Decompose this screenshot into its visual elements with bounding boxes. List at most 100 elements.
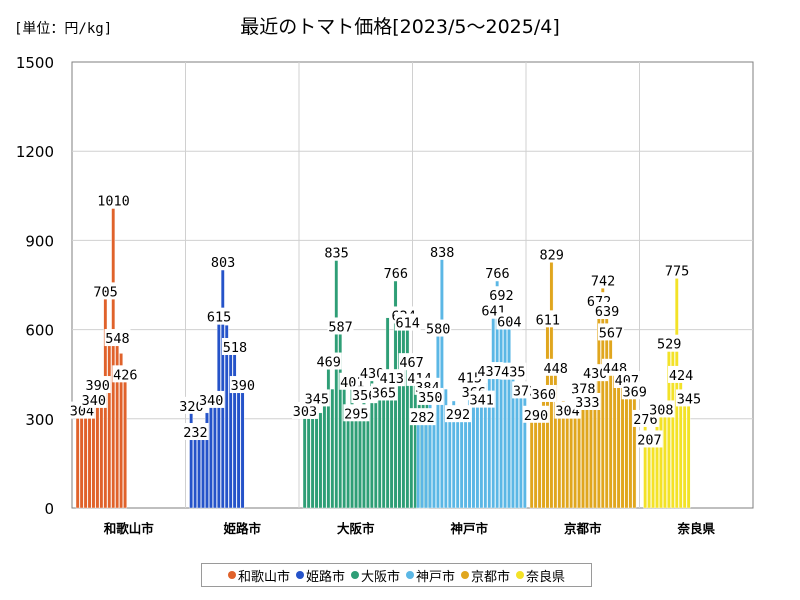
bar	[377, 394, 382, 509]
data-label-text: 580	[426, 322, 450, 338]
data-label-text: 467	[399, 355, 423, 371]
legend-item: 姫路市	[295, 566, 345, 585]
data-label: 340	[198, 390, 225, 409]
data-label-bg	[343, 404, 370, 422]
data-label: 282	[409, 408, 436, 426]
data-label-text: 340	[82, 393, 106, 409]
bar	[401, 322, 406, 509]
bar	[620, 382, 625, 509]
data-label: 350	[417, 387, 444, 406]
data-label-text: 340	[199, 393, 223, 409]
bar	[471, 398, 476, 509]
bar	[515, 388, 519, 509]
bar	[616, 376, 621, 509]
data-label-bg	[96, 191, 131, 209]
bar	[459, 415, 464, 509]
data-label-bg	[429, 242, 456, 260]
bar	[111, 207, 116, 509]
data-label-text: 639	[595, 304, 619, 320]
bar	[389, 385, 394, 509]
bar	[358, 418, 362, 509]
data-label: 345	[303, 389, 330, 407]
bar	[79, 417, 84, 509]
x-category-label: 神戸市	[450, 521, 488, 536]
data-label-text: 529	[657, 337, 681, 353]
data-label: 1010	[96, 191, 131, 210]
data-label-text: 333	[575, 395, 599, 411]
bar	[499, 302, 504, 509]
data-label: 803	[210, 253, 237, 271]
bar	[420, 423, 425, 509]
data-label-text: 390	[86, 378, 110, 394]
data-label-text: 415	[458, 371, 482, 387]
bar	[91, 406, 96, 509]
legend-label: 奈良県	[526, 569, 566, 585]
data-label-bg	[488, 286, 515, 304]
data-label-bg	[496, 312, 523, 330]
bar	[75, 412, 80, 509]
data-label-bg	[570, 379, 597, 397]
data-label: 356	[351, 386, 378, 404]
data-label-bg	[351, 386, 378, 404]
data-label-text: 766	[384, 266, 408, 282]
bar	[334, 259, 339, 509]
data-label-text: 614	[395, 316, 419, 332]
data-label-bg	[542, 358, 569, 376]
data-label: 615	[206, 307, 233, 326]
data-label-text: 518	[223, 340, 247, 356]
data-label: 333	[574, 392, 601, 411]
bar	[507, 328, 511, 509]
data-label: 548	[104, 329, 131, 347]
chart-title: 最近のトマト価格[2023/5～2025/4]	[240, 16, 560, 38]
x-category-label: 京都市	[564, 521, 602, 536]
data-label: 614	[394, 313, 421, 332]
data-label-bg	[178, 396, 205, 414]
data-label-text: 345	[305, 391, 329, 407]
bar	[416, 418, 421, 509]
data-label-text: 1010	[97, 194, 130, 210]
bar	[381, 399, 386, 509]
legend: 和歌山市 姫路市 大阪市 神戸市 京都市 奈良県	[201, 563, 592, 587]
data-label-text: 437	[477, 364, 501, 380]
bar	[628, 394, 633, 509]
data-label: 390	[84, 376, 111, 394]
data-label: 207	[636, 430, 663, 448]
bar	[440, 258, 444, 509]
data-label-bg	[210, 253, 237, 271]
data-label-bg	[664, 261, 691, 279]
data-label-text: 303	[293, 404, 317, 420]
data-label-text: 611	[536, 312, 560, 328]
data-label-text: 604	[497, 314, 521, 330]
bar	[581, 395, 585, 509]
bar	[479, 406, 484, 509]
legend-marker	[406, 571, 414, 579]
data-label-bg	[323, 243, 350, 261]
data-label: 639	[594, 302, 621, 320]
data-label-text: 360	[532, 387, 556, 403]
data-label-bg	[417, 387, 444, 405]
data-label-text: 365	[372, 385, 396, 401]
data-label: 838	[429, 242, 456, 261]
bar	[366, 412, 370, 509]
data-label-bg	[198, 390, 225, 408]
legend-marker	[461, 571, 470, 579]
data-label: 430	[359, 364, 386, 382]
data-label-bg	[370, 383, 397, 401]
bar	[346, 412, 351, 509]
bar	[209, 406, 213, 509]
bar	[436, 335, 440, 509]
data-label-text: 615	[207, 310, 231, 326]
data-label: 587	[327, 317, 354, 335]
bar	[682, 394, 687, 509]
bar	[585, 408, 589, 509]
data-label-bg	[104, 329, 131, 347]
legend-item: 奈良県	[516, 566, 565, 585]
bar	[503, 320, 507, 509]
data-label-bg	[597, 323, 624, 341]
legend-label: 姫路市	[305, 569, 345, 585]
data-label-bg	[398, 353, 425, 371]
data-label: 448	[542, 358, 569, 377]
data-label-text: 835	[324, 246, 348, 262]
data-label-bg	[425, 319, 452, 337]
